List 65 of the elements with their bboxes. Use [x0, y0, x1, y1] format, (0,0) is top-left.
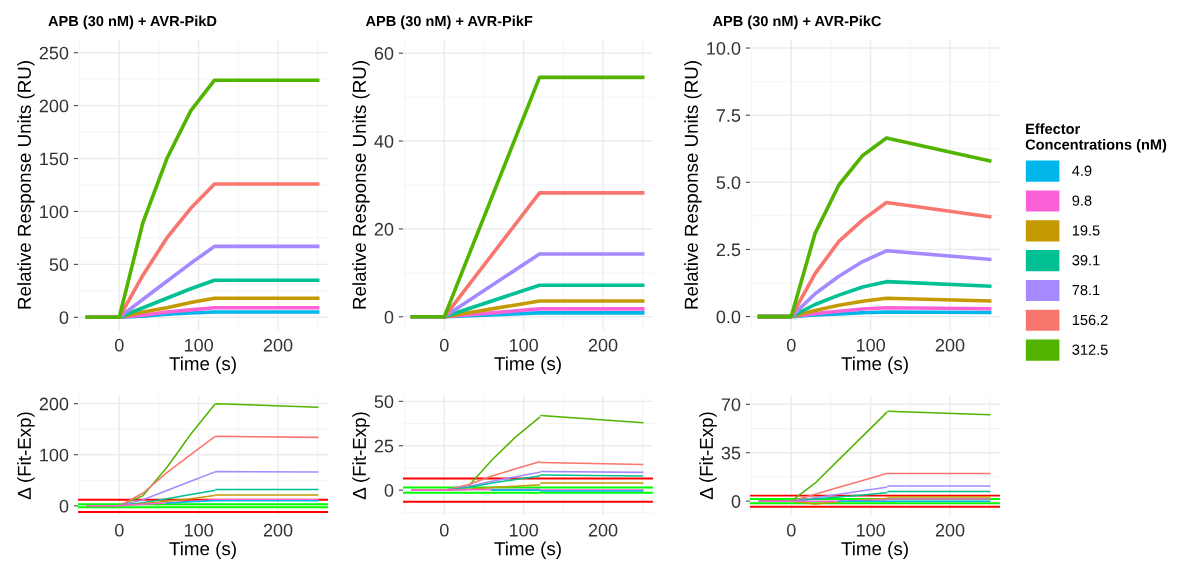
- y-tick-label: 2.5: [716, 243, 741, 257]
- y-tick-label: 0: [731, 495, 741, 508]
- x-tick-label: 200: [588, 338, 618, 352]
- x-tick-label: 200: [935, 523, 965, 537]
- legend-label: 4.9: [1072, 165, 1092, 176]
- x-tick-label: 100: [509, 338, 538, 352]
- legend-label: 19.5: [1072, 225, 1100, 236]
- legend-label: 156.2: [1072, 314, 1108, 326]
- chart-title: APB (30 nM) + AVR-PikD: [48, 15, 217, 30]
- x-tick-label: 100: [856, 523, 885, 537]
- x-tick-label: 200: [588, 523, 618, 537]
- y-axis-title: Relative Response Units (RU): [17, 61, 35, 309]
- x-tick-label: 200: [263, 523, 293, 537]
- y-tick-label: 70: [721, 398, 741, 412]
- x-tick-label: 200: [263, 338, 293, 352]
- y-tick-label: 0: [384, 310, 394, 324]
- x-tick-label: 100: [184, 338, 213, 352]
- x-axis-title: Time (s): [169, 356, 236, 375]
- y-axis-title: Δ (Fit-Exp): [17, 412, 35, 500]
- y-tick-label: 100: [40, 448, 69, 462]
- y-tick-label: 10.0: [707, 41, 741, 55]
- y-tick-label: 7.5: [716, 109, 741, 122]
- y-tick-label: 50: [49, 258, 69, 272]
- x-tick-label: 100: [184, 523, 213, 537]
- x-tick-label: 0: [439, 338, 449, 352]
- x-tick-label: 0: [439, 523, 449, 537]
- y-tick-label: 35: [721, 446, 741, 460]
- x-tick-label: 0: [114, 338, 124, 352]
- y-tick-label: 40: [374, 135, 394, 148]
- x-tick-label: 0: [786, 523, 796, 537]
- y-tick-label: 0.0: [716, 310, 741, 324]
- y-tick-label: 100: [40, 205, 69, 219]
- chart-title: APB (30 nM) + AVR-PikC: [712, 15, 882, 30]
- y-tick-label: 200: [39, 397, 69, 411]
- y-axis-title: Δ (Fit-Exp): [352, 412, 370, 500]
- y-axis-title: Δ (Fit-Exp): [699, 412, 717, 500]
- y-tick-label: 250: [39, 46, 69, 60]
- legend-label: 78.1: [1072, 284, 1100, 296]
- x-axis-title: Time (s): [494, 541, 561, 560]
- x-tick-label: 0: [114, 523, 124, 537]
- x-axis-title: Time (s): [494, 356, 561, 375]
- y-tick-label: 0: [59, 311, 69, 325]
- legend-label: 39.1: [1072, 255, 1100, 266]
- y-axis-title: Relative Response Units (RU): [684, 61, 702, 309]
- y-tick-label: 150: [40, 152, 69, 166]
- y-tick-label: 200: [39, 99, 69, 113]
- x-axis-title: Time (s): [841, 541, 908, 560]
- chart-title: APB (30 nM) + AVR-PikF: [365, 15, 533, 30]
- legend-label: 9.8: [1072, 195, 1092, 206]
- x-tick-label: 0: [786, 338, 796, 352]
- x-tick-label: 100: [509, 523, 538, 537]
- x-axis-title: Time (s): [169, 541, 236, 560]
- y-tick-label: 0: [384, 484, 394, 497]
- y-tick-label: 25: [374, 439, 394, 453]
- y-tick-label: 60: [374, 47, 394, 60]
- legend-label: 312.5: [1072, 344, 1108, 355]
- y-tick-label: 0: [59, 499, 69, 513]
- y-tick-label: 5.0: [716, 176, 741, 190]
- y-axis-title: Relative Response Units (RU): [352, 61, 370, 309]
- y-tick-label: 50: [374, 395, 394, 409]
- x-tick-label: 200: [935, 338, 965, 352]
- x-axis-title: Time (s): [841, 356, 908, 375]
- y-tick-label: 20: [374, 222, 394, 236]
- x-tick-label: 100: [856, 338, 885, 352]
- legend-title: Effector Concentrations (nM): [1025, 123, 1167, 153]
